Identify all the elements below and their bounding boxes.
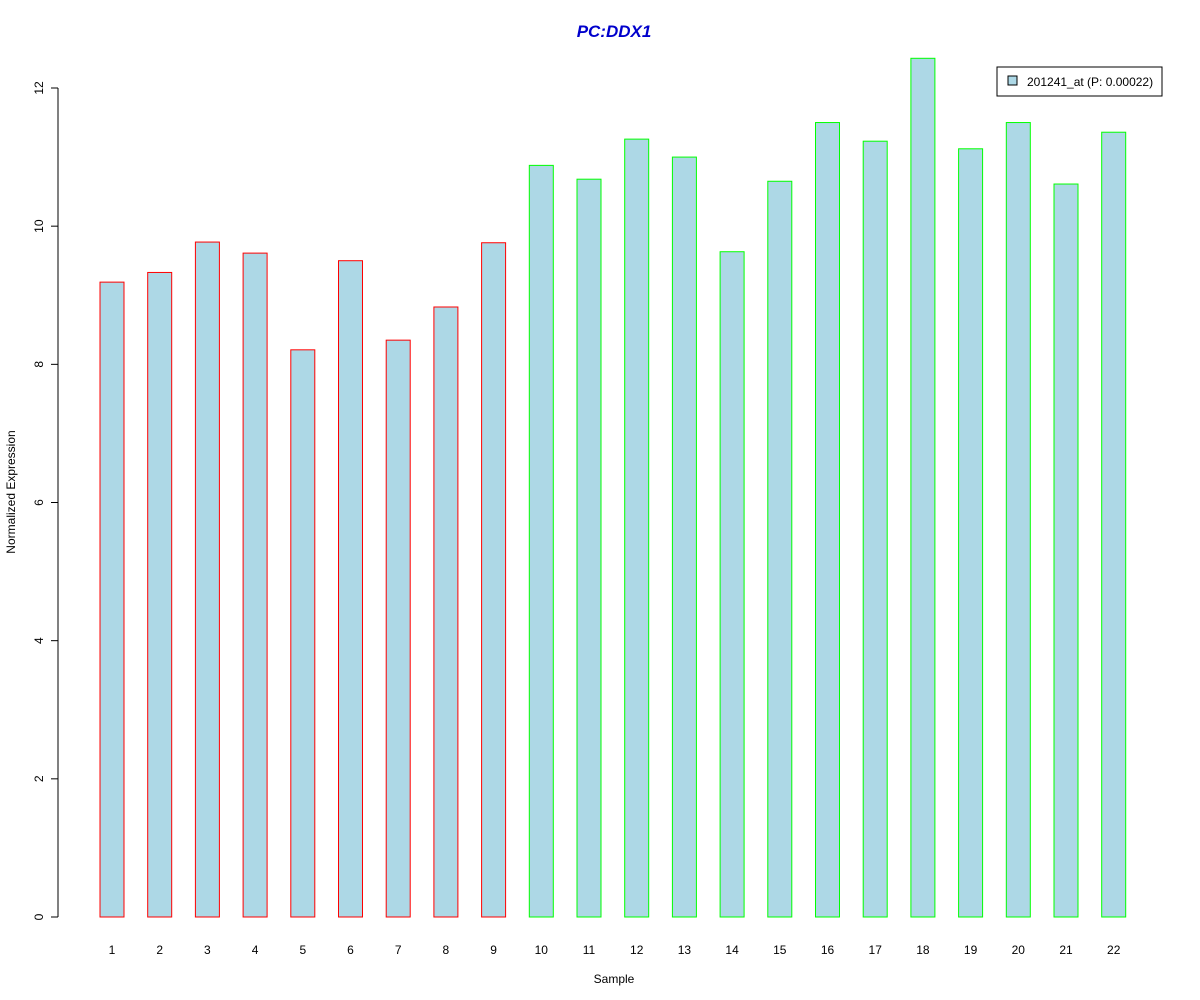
x-tick-label: 14 [725, 943, 739, 957]
y-tick-label: 10 [32, 219, 46, 233]
bar-sample-17 [862, 140, 888, 918]
x-tick-label: 3 [204, 943, 211, 957]
x-tick-label: 4 [252, 943, 259, 957]
bar-sample-3 [194, 241, 220, 918]
x-tick-label: 19 [964, 943, 978, 957]
x-tick-label: 8 [443, 943, 450, 957]
bar-sample-14 [719, 251, 745, 918]
bar-sample-5 [290, 349, 316, 918]
bar-sample-8 [433, 306, 459, 918]
bar-sample-4 [242, 252, 268, 918]
x-tick-label: 6 [347, 943, 354, 957]
y-tick-label: 0 [32, 913, 46, 920]
bar-sample-1 [99, 281, 125, 918]
bar-sample-21 [1053, 183, 1079, 918]
x-tick-labels: 1 2 3 4 5 6 7 8 9 10 11 12 13 14 15 16 17 18 19 20 21 22 [109, 943, 1121, 957]
bar-sample-9 [481, 242, 507, 918]
x-tick-label: 10 [535, 943, 549, 957]
y-tick-label: 4 [32, 637, 46, 644]
y-tick-label: 2 [32, 775, 46, 782]
x-tick-label: 15 [773, 943, 787, 957]
bar-sample-16 [815, 122, 840, 918]
x-tick-label: 21 [1059, 943, 1073, 957]
x-tick-label: 11 [583, 943, 596, 957]
x-tick-label: 5 [299, 943, 306, 957]
legend-box [996, 66, 1163, 97]
y-axis: 0 2 4 6 8 10 12 [32, 81, 59, 920]
legend-label: 201241_at (P: 0.00022) [1027, 75, 1153, 89]
x-tick-label: 12 [630, 943, 644, 957]
bar-sample-19 [958, 148, 984, 918]
legend-swatch [1007, 75, 1018, 86]
y-axis-title: Normalized Expression [4, 430, 18, 553]
bar-sample-15 [767, 180, 793, 918]
x-tick-label: 2 [156, 943, 163, 957]
bar-sample-7 [385, 339, 411, 918]
x-tick-label: 20 [1012, 943, 1026, 957]
bar-sample-13 [671, 156, 697, 918]
bar-sample-10 [528, 164, 554, 918]
x-tick-label: 16 [821, 943, 835, 957]
x-tick-label: 1 [109, 943, 116, 957]
x-axis-title: Sample [594, 972, 635, 986]
bars [99, 57, 1127, 918]
bar-sample-11 [576, 178, 602, 918]
bar-sample-18 [910, 57, 936, 918]
x-tick-label: 22 [1107, 943, 1121, 957]
x-tick-label: 13 [678, 943, 692, 957]
y-tick-label: 12 [32, 81, 46, 95]
bar-sample-20 [1005, 122, 1031, 918]
x-tick-label: 18 [916, 943, 930, 957]
y-tick-label: 6 [32, 499, 46, 506]
bar-sample-22 [1101, 131, 1127, 918]
x-tick-label: 7 [395, 943, 402, 957]
bar-sample-6 [338, 260, 363, 918]
chart-title: PC:DDX1 [577, 22, 652, 41]
y-tick-label: 8 [32, 361, 46, 368]
legend: 201241_at (P: 0.00022) [996, 66, 1163, 97]
bar-sample-2 [147, 271, 173, 918]
x-tick-label: 17 [869, 943, 883, 957]
x-tick-label: 9 [490, 943, 497, 957]
bar-sample-12 [624, 138, 650, 918]
